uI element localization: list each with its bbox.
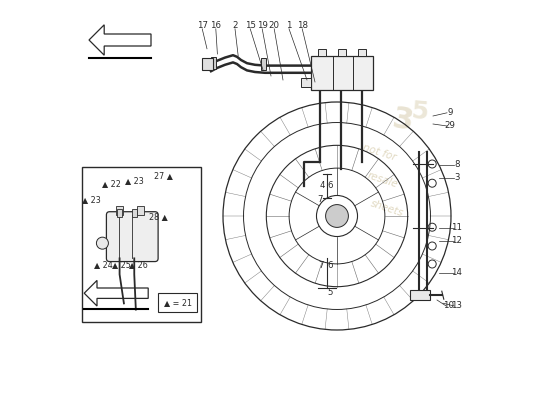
Text: 3: 3 [390,104,416,136]
Bar [132,209,136,217]
Bar [137,206,144,215]
Text: 5: 5 [409,99,428,125]
Text: ▲ 26: ▲ 26 [129,260,147,269]
Bar [158,293,197,312]
FancyBboxPatch shape [106,212,158,262]
Text: 16: 16 [210,22,221,30]
Bar [301,78,311,87]
Text: ▲ 24: ▲ 24 [95,260,113,269]
Circle shape [326,204,348,227]
Text: 9: 9 [448,108,453,117]
Text: 17: 17 [197,22,208,30]
Text: 1: 1 [286,22,292,30]
Text: resale: resale [366,170,400,190]
Bar [202,58,213,70]
Bar [311,56,373,90]
Text: 6: 6 [327,182,333,190]
Text: 5: 5 [327,288,333,297]
Bar [410,290,430,300]
Text: 12: 12 [452,236,463,245]
Bar [338,49,346,56]
Text: 14: 14 [452,268,463,277]
Bar [261,58,266,70]
Text: 28 ▲: 28 ▲ [149,212,168,221]
Text: 7: 7 [318,262,324,270]
Bar [117,206,123,215]
Text: 6: 6 [327,262,333,270]
Bar [211,57,216,69]
Text: 3: 3 [454,174,460,182]
Text: ▲ 22: ▲ 22 [102,180,121,188]
Text: 15: 15 [245,22,256,30]
Text: ▲ = 21: ▲ = 21 [163,298,191,307]
Text: not for: not for [361,142,397,162]
Text: 20: 20 [269,22,280,30]
Text: 8: 8 [454,160,460,169]
Text: 29: 29 [445,122,455,130]
Bar [317,49,326,56]
Text: sheets: sheets [369,198,405,218]
Text: 18: 18 [296,22,307,30]
Text: 13: 13 [452,302,463,310]
Text: 7: 7 [317,195,322,204]
Bar [117,209,122,217]
Text: ▲ 23: ▲ 23 [82,195,101,204]
Text: ▲ 23: ▲ 23 [125,176,144,185]
Circle shape [96,237,108,249]
Text: 27 ▲: 27 ▲ [155,172,173,180]
Text: 11: 11 [452,224,463,232]
Text: 19: 19 [257,22,268,30]
Text: 2: 2 [232,22,238,30]
Bar [358,49,366,56]
Text: 10: 10 [443,302,454,310]
Bar [82,167,201,322]
Text: 4: 4 [320,182,325,190]
Text: ▲ 25: ▲ 25 [112,260,130,269]
